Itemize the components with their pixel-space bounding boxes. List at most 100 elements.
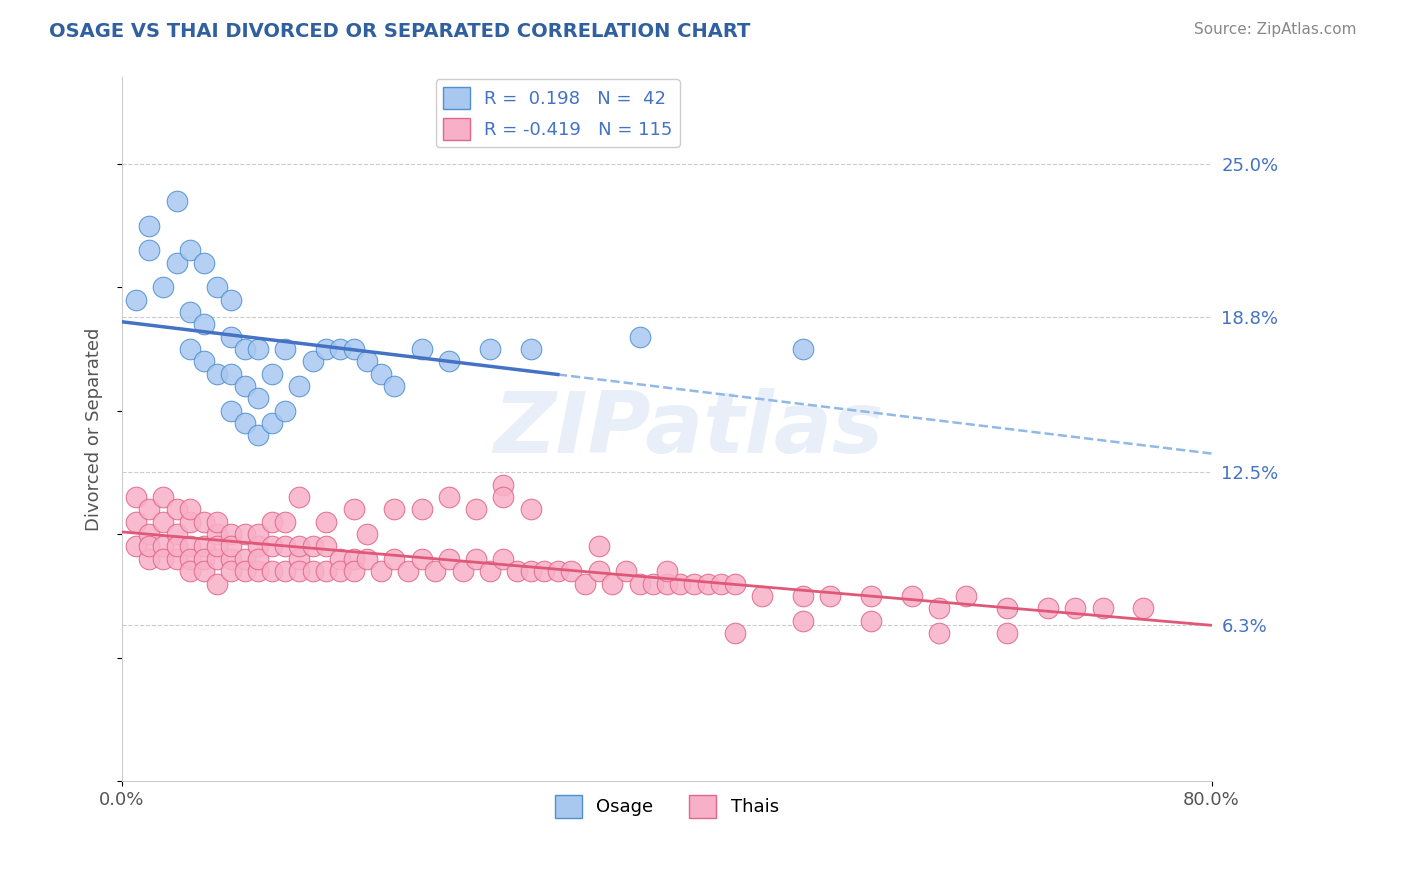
Point — [247, 564, 270, 578]
Point — [425, 564, 447, 578]
Point — [315, 540, 337, 554]
Point — [274, 540, 297, 554]
Point — [1132, 601, 1154, 615]
Point — [792, 614, 814, 628]
Point — [207, 367, 229, 381]
Point — [370, 367, 392, 381]
Point — [193, 255, 215, 269]
Point — [179, 342, 201, 356]
Point — [260, 515, 283, 529]
Point — [207, 527, 229, 541]
Point — [628, 576, 651, 591]
Point — [1036, 601, 1059, 615]
Point — [124, 515, 146, 529]
Point — [233, 342, 256, 356]
Point — [492, 490, 515, 504]
Point — [138, 502, 160, 516]
Point — [928, 626, 950, 640]
Point — [602, 576, 624, 591]
Point — [478, 342, 501, 356]
Point — [138, 527, 160, 541]
Point — [233, 416, 256, 430]
Point — [696, 576, 718, 591]
Point — [519, 502, 541, 516]
Point — [219, 329, 242, 343]
Point — [152, 490, 174, 504]
Point — [465, 551, 488, 566]
Point — [588, 564, 610, 578]
Point — [152, 540, 174, 554]
Point — [384, 502, 406, 516]
Point — [166, 255, 188, 269]
Point — [860, 614, 883, 628]
Point — [437, 354, 460, 368]
Point — [207, 540, 229, 554]
Y-axis label: Divorced or Separated: Divorced or Separated — [86, 327, 103, 531]
Point — [233, 379, 256, 393]
Point — [288, 490, 311, 504]
Point — [207, 576, 229, 591]
Point — [274, 515, 297, 529]
Point — [411, 551, 433, 566]
Point — [166, 540, 188, 554]
Point — [288, 564, 311, 578]
Point — [179, 502, 201, 516]
Point — [193, 515, 215, 529]
Point — [370, 564, 392, 578]
Point — [411, 502, 433, 516]
Point — [219, 403, 242, 417]
Text: OSAGE VS THAI DIVORCED OR SEPARATED CORRELATION CHART: OSAGE VS THAI DIVORCED OR SEPARATED CORR… — [49, 22, 751, 41]
Point — [342, 551, 364, 566]
Point — [724, 626, 747, 640]
Point — [179, 564, 201, 578]
Point — [207, 280, 229, 294]
Point — [329, 551, 352, 566]
Point — [247, 342, 270, 356]
Point — [643, 576, 665, 591]
Point — [588, 540, 610, 554]
Point — [274, 403, 297, 417]
Point — [574, 576, 596, 591]
Point — [193, 318, 215, 332]
Point — [247, 540, 270, 554]
Point — [166, 502, 188, 516]
Point — [219, 564, 242, 578]
Point — [179, 305, 201, 319]
Point — [233, 551, 256, 566]
Point — [193, 540, 215, 554]
Point — [437, 551, 460, 566]
Point — [315, 342, 337, 356]
Point — [124, 540, 146, 554]
Point — [519, 342, 541, 356]
Point — [301, 354, 323, 368]
Point — [955, 589, 977, 603]
Point — [1091, 601, 1114, 615]
Point — [792, 589, 814, 603]
Point — [683, 576, 706, 591]
Point — [384, 551, 406, 566]
Point — [219, 293, 242, 307]
Point — [166, 194, 188, 208]
Point — [560, 564, 582, 578]
Point — [288, 551, 311, 566]
Point — [356, 354, 378, 368]
Point — [179, 551, 201, 566]
Point — [301, 564, 323, 578]
Point — [1064, 601, 1087, 615]
Point — [710, 576, 733, 591]
Point — [451, 564, 474, 578]
Point — [315, 564, 337, 578]
Point — [138, 219, 160, 233]
Point — [928, 601, 950, 615]
Point — [247, 392, 270, 406]
Point — [342, 342, 364, 356]
Point — [519, 564, 541, 578]
Point — [219, 527, 242, 541]
Point — [655, 564, 678, 578]
Point — [152, 551, 174, 566]
Point — [260, 416, 283, 430]
Point — [219, 540, 242, 554]
Point — [492, 477, 515, 491]
Point — [356, 551, 378, 566]
Point — [614, 564, 637, 578]
